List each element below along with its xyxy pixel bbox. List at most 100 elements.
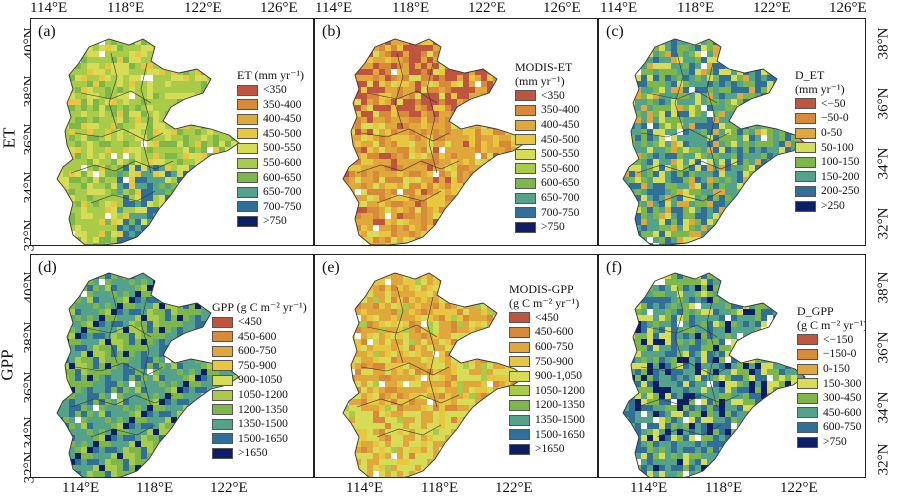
legend-item: 300-450 <box>797 391 865 406</box>
legend-item: 450-600 <box>212 329 307 344</box>
province-boundary <box>140 62 152 174</box>
legend-label: <450 <box>238 316 262 329</box>
legend-swatch <box>212 404 233 416</box>
province-boundary <box>366 90 438 104</box>
legend: GPP (g C m⁻² yr⁻¹) <450 450-600 600-750 750… <box>212 300 307 461</box>
legend-item: <350 <box>237 83 304 98</box>
legend-item: 600-750 <box>797 420 865 435</box>
legend-label: 400-450 <box>541 119 580 132</box>
province-boundary <box>140 296 152 408</box>
legend-item: 550-600 <box>515 162 579 177</box>
legend-swatch <box>797 392 818 404</box>
legend-title: (mm yr⁻¹) <box>515 73 565 88</box>
province-boundary <box>426 62 438 174</box>
legend-swatch <box>795 112 816 124</box>
legend-item: 400-450 <box>237 112 304 127</box>
legend-swatch <box>515 90 536 102</box>
top-lon-label: 126°E <box>543 0 581 16</box>
legend-swatch <box>212 316 233 328</box>
legend-item: >1650 <box>509 442 585 457</box>
legend-swatch <box>212 433 233 445</box>
bottom-lon-label: 118°E <box>136 480 174 496</box>
legend-item: −150-0 <box>797 347 865 362</box>
bottom-lon-label: 122°E <box>210 480 248 496</box>
right-lat-label: 34°N <box>875 391 892 424</box>
legend-label: 300-450 <box>823 392 862 405</box>
legend-item: 350-400 <box>237 97 304 112</box>
legend-swatch <box>237 157 258 169</box>
legend-swatch <box>797 363 818 375</box>
right-lat-label: 36°N <box>875 331 892 364</box>
legend-label: <−150 <box>823 333 854 346</box>
legend-item: 600-650 <box>237 170 304 185</box>
legend-swatch <box>515 119 536 131</box>
legend-swatch <box>212 374 233 386</box>
legend-label: 1200-1350 <box>535 399 585 412</box>
province-boundary <box>394 52 404 130</box>
legend-label: 100-150 <box>821 156 860 169</box>
legend-item: >1650 <box>212 446 307 461</box>
top-lon-label: 114°E <box>30 0 68 16</box>
legend-swatch <box>795 185 816 197</box>
legend-swatch <box>797 378 818 390</box>
province-boundary <box>366 324 438 338</box>
legend-label: 900-1,050 <box>535 370 582 383</box>
legend-label: 350-400 <box>263 98 302 111</box>
legend-item: 0-150 <box>797 362 865 377</box>
province-boundary <box>356 394 460 408</box>
legend-label: >750 <box>263 215 287 228</box>
province-boundary <box>646 90 718 104</box>
legend-label: 450-500 <box>263 127 302 140</box>
legend-item: 600-750 <box>509 340 585 355</box>
legend-label: 400-450 <box>263 113 302 126</box>
province-boundary <box>674 286 684 364</box>
legend-title: GPP (g C m⁻² yr⁻¹) <box>212 300 307 314</box>
legend-label: 750-900 <box>238 359 277 372</box>
province-boundary <box>356 160 460 174</box>
legend-swatch <box>515 163 536 175</box>
legend-swatch <box>795 200 816 212</box>
legend-label: 600-650 <box>541 177 580 190</box>
legend-item: 700-750 <box>515 205 579 220</box>
legend-label: 450-600 <box>823 406 862 419</box>
legend: ET (mm yr⁻¹) <350 350-400 400-450 450-500 50… <box>237 68 304 229</box>
legend-label: >1650 <box>238 447 268 460</box>
legend-item: 900-1,050 <box>509 369 585 384</box>
legend-label: 1500-1650 <box>535 428 585 441</box>
legend-label: 1350-1500 <box>238 418 288 431</box>
legend-title: D_GPP <box>797 304 834 318</box>
province-boundary <box>646 324 718 338</box>
right-lat-label: 38°N <box>875 27 892 60</box>
province-boundary <box>640 128 730 142</box>
legend-swatch <box>212 389 233 401</box>
province-boundary <box>108 52 118 130</box>
legend-label: 650-700 <box>541 192 580 205</box>
legend-label: 500-550 <box>541 148 580 161</box>
legend: MODIS-GPP (g C m⁻² yr⁻¹) <450 450-600 600-… <box>509 282 585 457</box>
legend-item: 1500-1650 <box>212 432 307 447</box>
legend-swatch <box>509 385 530 397</box>
legend-item: 1050-1200 <box>212 388 307 403</box>
province-boundary <box>426 296 438 408</box>
legend-label: −150-0 <box>823 348 857 361</box>
legend-swatch <box>509 356 530 368</box>
panel-letter: (a) <box>38 23 56 40</box>
legend-item: 600-750 <box>212 344 307 359</box>
legend-item: 500-550 <box>237 141 304 156</box>
legend-label: 150-300 <box>823 377 862 390</box>
legend-item: 1500-1650 <box>509 427 585 442</box>
panel-letter: (b) <box>322 23 341 40</box>
legend-item: 150-200 <box>795 170 859 185</box>
legend-swatch <box>212 345 233 357</box>
province-boundary <box>90 424 156 438</box>
right-lat-label: 38°N <box>875 271 892 304</box>
legend-item: <−50 <box>795 97 859 112</box>
top-lon-label: 126°E <box>829 0 867 16</box>
legend-swatch <box>797 348 818 360</box>
legend-title: (g C m⁻² yr⁻¹) <box>509 295 580 310</box>
legend-label: −50-0 <box>821 112 849 125</box>
legend-item: <450 <box>212 315 307 330</box>
panel-letter: (d) <box>38 259 57 276</box>
legend-item: 0-50 <box>795 126 859 141</box>
legend-item: >750 <box>237 214 304 229</box>
